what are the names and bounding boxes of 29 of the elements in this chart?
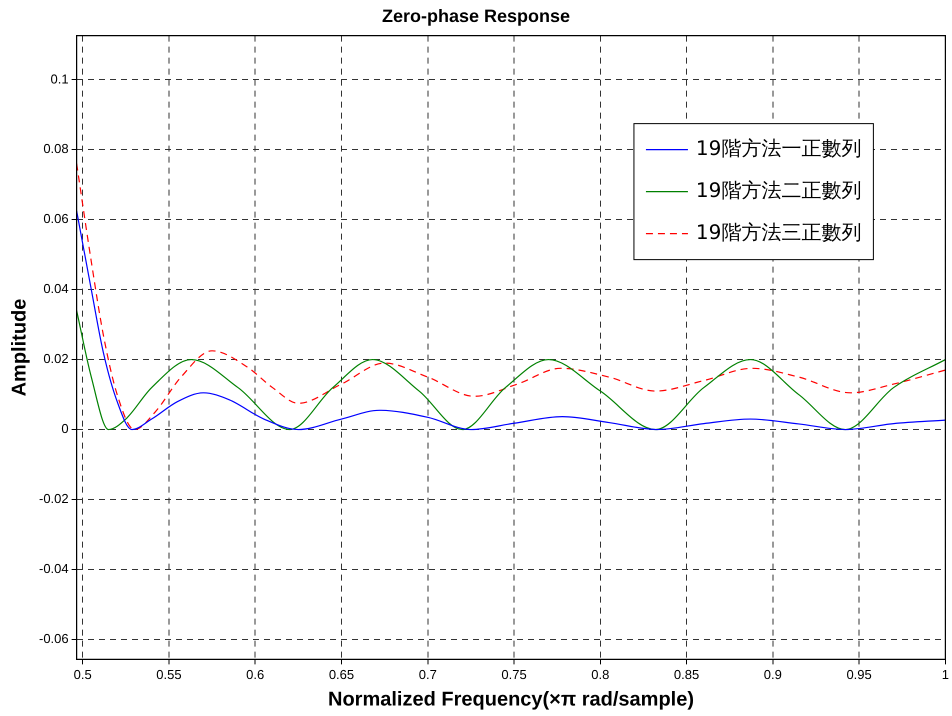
x-tick-label: 0.6 (246, 666, 264, 682)
x-tick-label: 1 (942, 666, 949, 682)
line-series (76, 210, 946, 430)
y-tick-label: 0.06 (43, 211, 69, 226)
line-series (76, 310, 946, 430)
x-tick-label: 0.75 (501, 666, 527, 682)
y-tick-label: 0.08 (43, 141, 69, 156)
x-tick-label: 0.55 (156, 666, 182, 682)
legend-label: 19階方法二正數列 (696, 178, 862, 202)
line-series (76, 163, 946, 430)
legend-label: 19階方法一正數列 (696, 136, 862, 160)
y-tick-label: 0 (61, 421, 69, 436)
x-tick-label: 0.65 (328, 666, 354, 682)
y-tick-label: 0.1 (50, 71, 69, 86)
legend-label: 19階方法三正數列 (696, 220, 862, 244)
chart-title: Zero-phase Response (382, 6, 570, 26)
x-tick-label: 0.85 (674, 666, 700, 682)
x-tick-label: 0.7 (418, 666, 437, 682)
x-tick-label: 0.95 (846, 666, 872, 682)
y-tick-label: -0.04 (38, 561, 69, 576)
x-tick-label: 0.8 (591, 666, 610, 682)
y-axis-title: Amplitude (8, 298, 31, 396)
y-tick-label: -0.06 (38, 631, 69, 646)
y-tick-label: 0.02 (43, 351, 69, 366)
x-tick-label: 0.9 (764, 666, 782, 682)
x-tick-label: 0.5 (74, 666, 92, 682)
x-axis-title: Normalized Frequency(×π rad/sample) (328, 688, 694, 711)
y-tick-label: 0.04 (43, 281, 69, 296)
y-tick-label: -0.02 (38, 491, 69, 506)
